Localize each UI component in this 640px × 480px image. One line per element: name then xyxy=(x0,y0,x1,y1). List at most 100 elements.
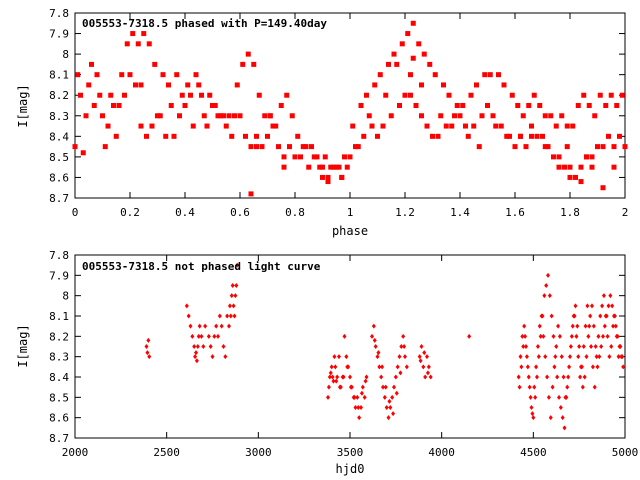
y-tick-label: 8.3 xyxy=(49,110,69,123)
data-point xyxy=(122,92,127,98)
data-point xyxy=(306,164,312,170)
data-point xyxy=(600,185,606,191)
data-point xyxy=(232,113,237,119)
data-point xyxy=(584,354,589,360)
data-point xyxy=(435,133,441,139)
data-point xyxy=(383,384,388,390)
data-point xyxy=(226,113,232,119)
data-point xyxy=(401,333,406,339)
data-point xyxy=(86,82,92,88)
data-point xyxy=(192,344,197,349)
data-point xyxy=(556,323,561,329)
data-point xyxy=(410,55,416,61)
data-point xyxy=(326,384,331,390)
data-point xyxy=(529,123,534,129)
data-point xyxy=(225,313,230,319)
data-point xyxy=(471,123,477,129)
data-point xyxy=(606,133,611,139)
data-point xyxy=(609,344,614,349)
data-point xyxy=(193,354,198,360)
data-point xyxy=(337,354,341,360)
data-point xyxy=(364,374,369,380)
data-point xyxy=(430,133,435,139)
data-point xyxy=(102,144,108,150)
data-point xyxy=(619,92,625,98)
y-tick-label: 8.4 xyxy=(49,130,69,143)
x-tick-label: 4000 xyxy=(428,446,455,459)
data-point xyxy=(113,133,119,139)
data-point xyxy=(403,354,407,360)
data-point xyxy=(235,262,240,268)
y-tick-label: 8.5 xyxy=(49,391,69,404)
data-point xyxy=(356,405,361,410)
data-point xyxy=(589,344,594,349)
y-tick-label: 8.7 xyxy=(49,432,69,445)
data-point xyxy=(386,415,391,421)
data-point xyxy=(576,354,581,360)
data-point xyxy=(579,364,584,370)
data-point xyxy=(259,144,265,150)
data-point xyxy=(591,323,596,329)
data-point xyxy=(229,133,235,139)
data-point xyxy=(423,374,428,380)
data-point xyxy=(527,384,532,390)
data-point xyxy=(380,123,386,129)
data-point xyxy=(227,303,232,309)
data-point xyxy=(174,72,180,78)
data-point xyxy=(421,51,427,57)
data-point xyxy=(399,41,405,47)
data-point xyxy=(326,394,330,400)
panel-title: 005553-7318.5 phased with P=149.40day xyxy=(82,17,327,30)
data-point xyxy=(383,92,389,98)
data-point xyxy=(265,133,270,139)
y-tick-label: 8.6 xyxy=(49,171,69,184)
data-point xyxy=(336,164,342,170)
data-point xyxy=(564,123,570,129)
data-point xyxy=(557,394,561,400)
data-point xyxy=(596,333,601,339)
data-point xyxy=(611,144,617,150)
data-point xyxy=(171,133,177,139)
data-point xyxy=(276,144,281,150)
data-point xyxy=(145,350,150,356)
data-point xyxy=(405,31,411,37)
data-point xyxy=(538,333,543,339)
data-point xyxy=(575,103,581,108)
data-point xyxy=(199,92,204,98)
data-point xyxy=(589,164,595,170)
data-point xyxy=(597,92,603,98)
data-point xyxy=(364,92,369,98)
data-point xyxy=(531,92,537,98)
x-tick-labels: 2000 2500 3000 3500 4000 4500 5000 xyxy=(62,446,639,459)
x-tick-label: 2 xyxy=(622,206,629,219)
data-point xyxy=(539,313,544,319)
data-point xyxy=(515,103,521,108)
data-point xyxy=(424,123,430,129)
data-point xyxy=(353,144,358,150)
data-point xyxy=(144,344,149,349)
data-point xyxy=(617,133,622,139)
data-point xyxy=(394,390,399,396)
data-point xyxy=(507,133,512,139)
data-point xyxy=(537,103,543,108)
data-point xyxy=(460,103,466,108)
x-tick-label: 0.6 xyxy=(230,206,250,219)
data-point xyxy=(146,337,151,343)
data-point xyxy=(217,313,222,319)
data-point xyxy=(526,103,532,108)
data-point xyxy=(219,323,224,329)
data-point xyxy=(594,354,599,360)
data-point xyxy=(155,113,160,119)
data-point xyxy=(578,179,584,185)
data-point xyxy=(375,354,380,360)
data-point xyxy=(152,61,158,67)
data-point xyxy=(524,354,529,360)
data-point xyxy=(553,123,559,129)
data-point xyxy=(595,144,600,150)
x-tick-label: 1.6 xyxy=(505,206,525,219)
data-point xyxy=(584,154,589,160)
data-point xyxy=(418,358,423,364)
data-point xyxy=(552,364,557,370)
data-point xyxy=(228,313,233,319)
data-point xyxy=(232,313,237,319)
